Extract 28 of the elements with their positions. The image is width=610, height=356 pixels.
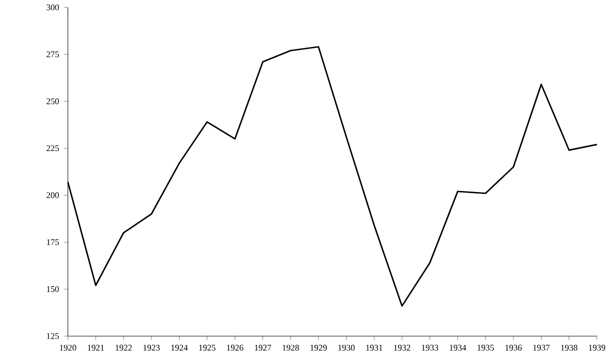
y-tick-label: 275 [46, 51, 59, 58]
y-tick-label: 250 [46, 98, 59, 104]
x-tick-label: 1939 [589, 344, 606, 351]
y-tick-label: 175 [46, 239, 59, 246]
x-tick-label: 1924 [171, 344, 188, 351]
x-tick-label: 1923 [144, 344, 160, 351]
x-tick-label: 1937 [533, 344, 550, 351]
x-tick-label: 1935 [478, 344, 494, 351]
x-tick-label: 1934 [450, 344, 466, 351]
x-tick-label: 1928 [282, 344, 299, 351]
x-tick-label: 1922 [116, 344, 132, 351]
y-tick-label: 200 [46, 192, 59, 198]
x-tick-label: 1933 [422, 344, 438, 351]
y-tick-label: 300 [46, 4, 59, 10]
y-tick-label: 125 [46, 333, 59, 339]
x-tick-label: 1927 [254, 344, 272, 351]
x-tick-label: 1932 [394, 344, 410, 351]
y-tick-label: 150 [46, 286, 59, 292]
x-tick-label: 1938 [561, 344, 578, 351]
x-tick-label: 1929 [310, 344, 327, 351]
y-tick-label: 225 [46, 145, 59, 152]
x-tick-label: 1931 [366, 344, 382, 351]
x-tick-label: 1925 [199, 344, 216, 351]
x-tick-label: 1921 [88, 344, 104, 351]
x-tick-label: 1926 [227, 344, 244, 351]
x-tick-label: 1930 [338, 344, 355, 351]
x-tick-label: 1936 [505, 344, 522, 351]
x-tick-label: 1920 [60, 344, 76, 351]
